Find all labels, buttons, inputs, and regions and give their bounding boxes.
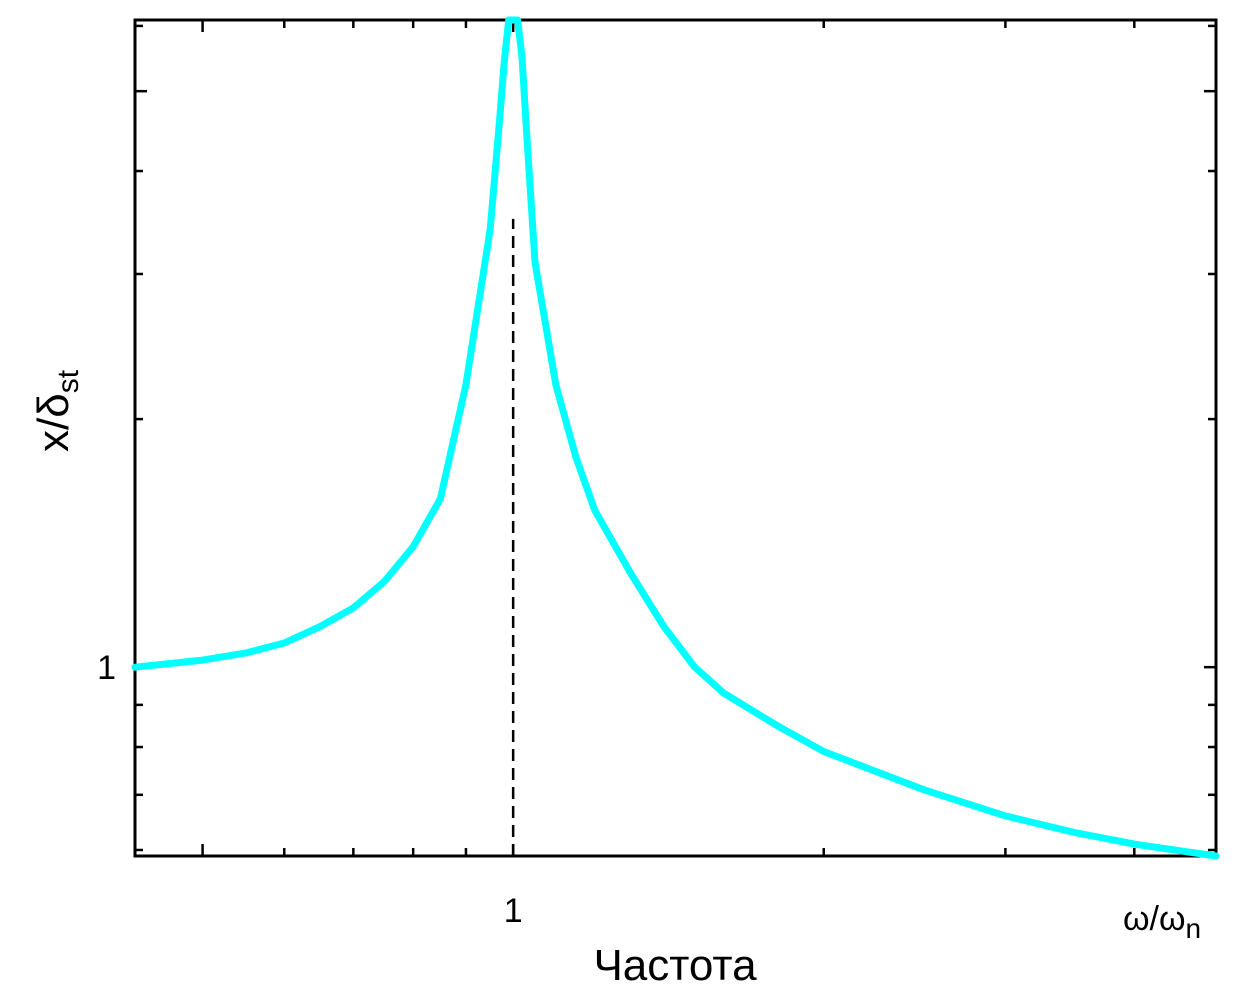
axis-ticks (135, 20, 1216, 856)
y-axis-base: x/δ (29, 393, 78, 452)
x-unit-label: ω/ωn (1123, 900, 1201, 944)
x-axis-title: Частота (593, 941, 757, 990)
x-unit-sub: n (1186, 913, 1202, 944)
x-unit-base: ω/ω (1123, 900, 1186, 938)
response-curve (131, 16, 1220, 860)
y-tick-label-1: 1 (97, 649, 116, 687)
y-axis-sub: st (52, 369, 85, 393)
plot-frame (133, 18, 1218, 858)
x-tick-label-1: 1 (504, 892, 523, 930)
y-axis-title: x/δst (29, 369, 85, 452)
